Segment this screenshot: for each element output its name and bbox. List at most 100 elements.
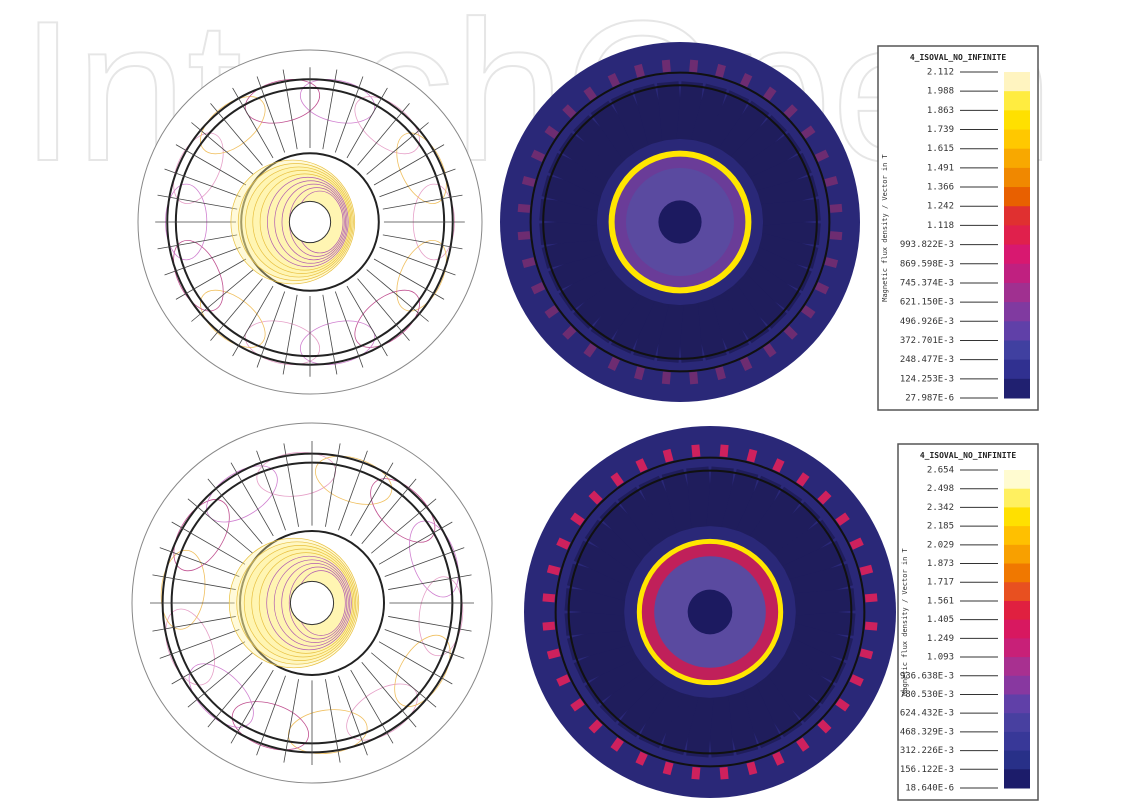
stator-tooth bbox=[749, 486, 803, 549]
color-band bbox=[1004, 750, 1030, 770]
slot-line bbox=[325, 679, 341, 763]
slot-hotspot bbox=[849, 537, 864, 550]
slot-line bbox=[361, 478, 417, 544]
legend-title: 4_ISOVAL_NO_INFINITE bbox=[910, 53, 1007, 62]
rotor-contour bbox=[281, 183, 346, 261]
slot-line bbox=[361, 662, 417, 728]
rotor-contour bbox=[288, 566, 348, 640]
legend-label: 1.988 bbox=[927, 87, 954, 97]
flux-line bbox=[206, 465, 278, 523]
isoline-plot bbox=[137, 49, 483, 395]
flux-line bbox=[394, 634, 451, 707]
airgap-ring bbox=[608, 150, 752, 294]
stator-tooth bbox=[721, 691, 759, 756]
shaft bbox=[289, 580, 335, 626]
slot-hotspot bbox=[864, 593, 878, 603]
slot-line bbox=[230, 462, 274, 537]
stator-tooth bbox=[757, 175, 819, 212]
slot-line bbox=[187, 652, 253, 708]
slot-hotspot bbox=[691, 444, 701, 458]
slot-hotspot bbox=[521, 176, 536, 187]
slot-line bbox=[350, 669, 394, 744]
slot-hotspot bbox=[796, 737, 810, 752]
stator-tooth bbox=[558, 260, 619, 312]
stator-tooth bbox=[548, 247, 610, 292]
stator-tooth bbox=[706, 696, 734, 758]
slot-line bbox=[346, 285, 388, 357]
color-band bbox=[1004, 244, 1030, 265]
slot-hotspot bbox=[583, 86, 597, 101]
stator-tooth bbox=[633, 83, 670, 145]
legend-label: 1.118 bbox=[927, 221, 954, 231]
stator-tooth bbox=[750, 152, 812, 197]
legend: 4_ISOVAL_NO_INFINITE Magnetic flux densit… bbox=[897, 443, 1039, 801]
slot-hotspot bbox=[542, 593, 556, 603]
color-band bbox=[1004, 321, 1030, 341]
color-band bbox=[1004, 187, 1030, 207]
legend-label: 624.432E-3 bbox=[900, 709, 954, 719]
color-band bbox=[1004, 302, 1030, 322]
rotor-contour bbox=[251, 548, 355, 658]
slot-hotspot bbox=[556, 537, 571, 550]
stator-tooth bbox=[782, 540, 847, 586]
slot-line bbox=[152, 616, 236, 632]
slot-line bbox=[373, 144, 445, 186]
color-band bbox=[1004, 769, 1030, 789]
stator-tooth bbox=[676, 303, 703, 363]
legend-label: 27.987E-6 bbox=[905, 394, 954, 404]
color-band bbox=[1004, 657, 1030, 677]
slot-hotspot bbox=[661, 371, 671, 385]
stator-tooth bbox=[761, 199, 821, 226]
slot-hotspot bbox=[661, 59, 671, 73]
slot-line bbox=[357, 103, 410, 166]
slot-hotspot bbox=[829, 231, 843, 241]
slot-line bbox=[157, 194, 238, 210]
slot-hotspot bbox=[772, 751, 785, 766]
stator-tooth bbox=[773, 651, 836, 705]
legend-label: 1.615 bbox=[927, 144, 954, 154]
slot-hotspot bbox=[517, 231, 531, 241]
stator-tooth bbox=[762, 501, 821, 560]
stator-tooth bbox=[736, 475, 782, 540]
color-band bbox=[1004, 340, 1030, 361]
flux-line bbox=[370, 478, 436, 543]
slot-line bbox=[338, 675, 368, 756]
slot-line bbox=[175, 258, 247, 300]
slot-hotspot bbox=[772, 458, 785, 473]
stator-tooth bbox=[573, 638, 638, 684]
stator-tooth bbox=[718, 100, 770, 161]
motor-plots bbox=[131, 42, 896, 798]
stator-tooth bbox=[599, 664, 658, 723]
slot-line bbox=[191, 122, 254, 175]
legend-label: 18.640E-6 bbox=[905, 784, 954, 794]
slot-line bbox=[171, 641, 246, 685]
stator-tooth bbox=[730, 272, 787, 329]
legend-label: 1.242 bbox=[927, 202, 954, 212]
slot-hotspot bbox=[801, 125, 816, 139]
color-band bbox=[1004, 91, 1030, 111]
slot-line bbox=[283, 443, 299, 527]
slot-hotspot bbox=[835, 698, 850, 712]
color-band bbox=[1004, 544, 1030, 565]
slot-line bbox=[232, 87, 274, 159]
stator-tooth bbox=[736, 684, 782, 749]
stator-tooth bbox=[705, 90, 750, 152]
slot-hotspot bbox=[689, 371, 699, 385]
color-band bbox=[1004, 638, 1030, 658]
color-band bbox=[1004, 526, 1030, 546]
slot-hotspot bbox=[607, 72, 620, 88]
slot-hotspot bbox=[556, 674, 571, 687]
rotor-contour bbox=[266, 555, 352, 651]
color-band bbox=[1004, 713, 1030, 733]
flux-line bbox=[315, 455, 393, 505]
slot-hotspot bbox=[783, 325, 798, 340]
stator-tooth bbox=[590, 283, 642, 344]
legend-label: 1.249 bbox=[927, 634, 954, 644]
slot-line bbox=[382, 194, 463, 210]
slot-hotspot bbox=[570, 512, 585, 526]
legend-axis-label: Magnetic flux density / Vector in T bbox=[901, 547, 909, 695]
stator-tooth bbox=[541, 232, 603, 269]
rotor-contour bbox=[258, 552, 354, 654]
stator-tooth bbox=[610, 292, 655, 354]
legend-label: 2.112 bbox=[927, 68, 954, 78]
